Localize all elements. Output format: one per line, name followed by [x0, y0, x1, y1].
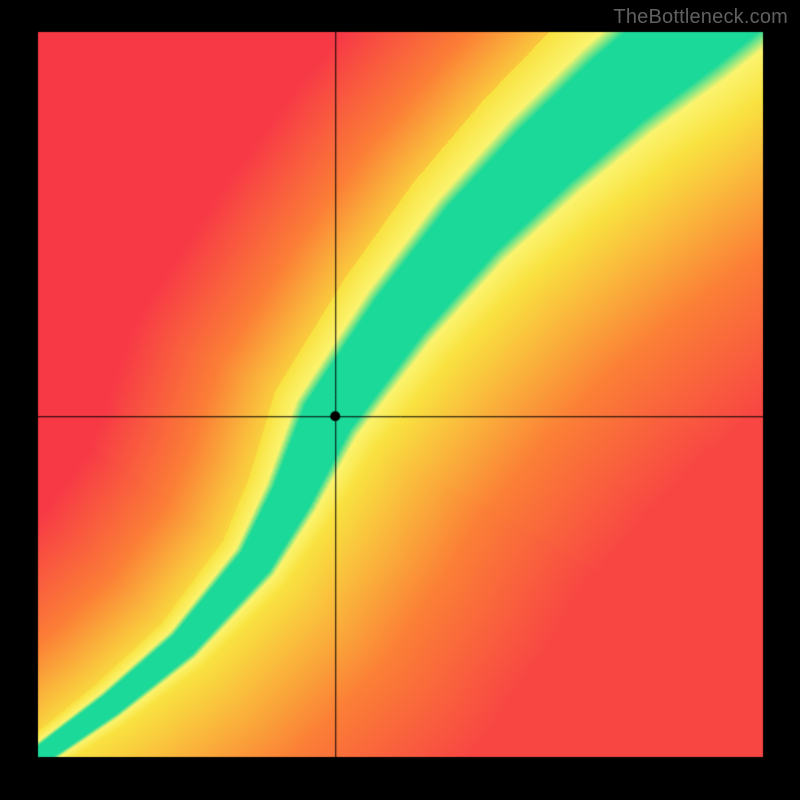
watermark-text: TheBottleneck.com — [613, 6, 788, 29]
heatmap-canvas — [0, 0, 800, 800]
chart-container: TheBottleneck.com — [0, 0, 800, 800]
